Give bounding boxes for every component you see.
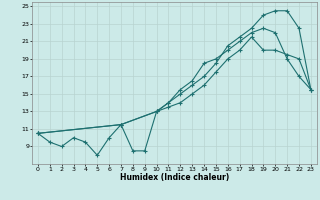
X-axis label: Humidex (Indice chaleur): Humidex (Indice chaleur) xyxy=(120,173,229,182)
